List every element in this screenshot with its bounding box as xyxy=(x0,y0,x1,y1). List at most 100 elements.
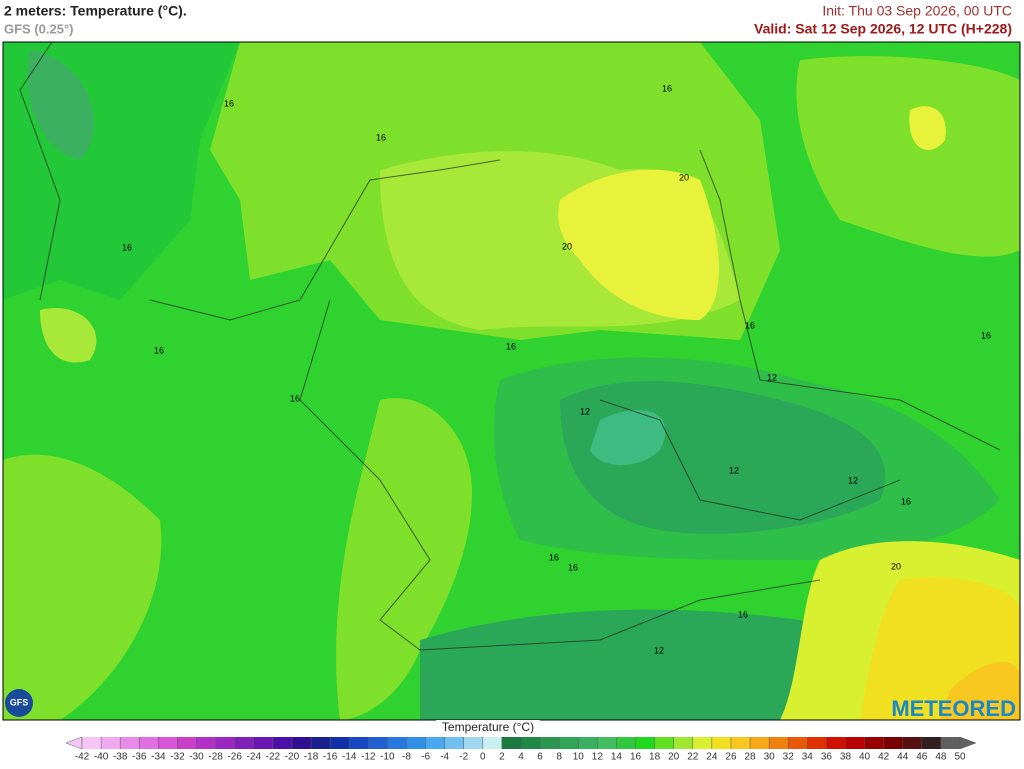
color-swatch xyxy=(234,737,254,749)
contour-label: 16 xyxy=(568,562,578,572)
color-swatch xyxy=(406,737,426,749)
color-swatch xyxy=(521,737,541,749)
color-swatch xyxy=(540,737,560,749)
tick-label: -10 xyxy=(380,752,395,763)
tick-label: -24 xyxy=(247,752,262,763)
color-swatch xyxy=(272,737,292,749)
tick-label: -20 xyxy=(285,752,300,763)
contour-label: 12 xyxy=(767,372,777,382)
tick-label: 36 xyxy=(821,752,833,763)
tick-label: 14 xyxy=(611,752,623,763)
color-swatch xyxy=(139,737,159,749)
colorbar-arrow-low xyxy=(65,736,83,750)
color-swatch xyxy=(788,737,808,749)
tick-label: -4 xyxy=(440,752,449,763)
color-swatch xyxy=(597,737,617,749)
contour-label: 12 xyxy=(580,406,590,416)
color-swatch xyxy=(616,737,636,749)
contour-label: 20 xyxy=(562,241,572,251)
color-swatch xyxy=(349,737,369,749)
init-time: Init: Thu 03 Sep 2026, 00 UTC xyxy=(822,3,1012,19)
color-swatch xyxy=(501,737,521,749)
color-swatch xyxy=(368,737,388,749)
tick-label: -42 xyxy=(75,752,90,763)
color-swatch xyxy=(826,737,846,749)
gfs-logo: GFS xyxy=(5,689,33,717)
tick-label: 24 xyxy=(706,752,718,763)
brand-logo: METEORED xyxy=(891,696,1016,721)
contour-label: 16 xyxy=(122,242,132,252)
color-swatch xyxy=(692,737,712,749)
color-swatch xyxy=(158,737,178,749)
color-swatch xyxy=(940,737,960,749)
tick-label: -16 xyxy=(323,752,338,763)
title: 2 meters: Temperature (°C). xyxy=(4,3,187,19)
gfs-badge: GFS xyxy=(10,697,29,707)
map: 16 16 16 16 20 20 16 16 16 16 12 16 12 12 12 16 16 16 20 16… xyxy=(2,41,1021,721)
tick-label: -6 xyxy=(421,752,430,763)
tick-label: 40 xyxy=(859,752,871,763)
color-swatch xyxy=(82,737,102,749)
tick-label: 50 xyxy=(954,752,966,763)
tick-label: 2 xyxy=(499,752,505,763)
color-swatch xyxy=(730,737,751,749)
contour-label: 12 xyxy=(729,465,739,475)
tick-label: 48 xyxy=(935,752,947,763)
color-swatch xyxy=(883,737,903,749)
tick-label: -22 xyxy=(266,752,281,763)
colorbar-label-bg xyxy=(436,720,540,734)
tick-label: 46 xyxy=(916,752,928,763)
tick-label: -32 xyxy=(170,752,185,763)
contour-label: 20 xyxy=(679,172,689,182)
color-swatch xyxy=(750,737,770,749)
tick-label: -26 xyxy=(227,752,242,763)
tick-label: -12 xyxy=(361,752,376,763)
tick-label: -36 xyxy=(132,752,147,763)
tick-label: -34 xyxy=(151,752,166,763)
color-swatch xyxy=(387,737,407,749)
contour-label: 12 xyxy=(848,475,858,485)
color-swatch xyxy=(845,737,865,749)
tick-label: 20 xyxy=(668,752,680,763)
tick-label: 42 xyxy=(878,752,890,763)
contour-label: 20 xyxy=(891,561,901,571)
color-swatch xyxy=(253,737,273,749)
color-swatch xyxy=(654,737,674,749)
tick-label: -14 xyxy=(342,752,357,763)
model: GFS (0.25°) xyxy=(4,21,74,36)
tick-label: -2 xyxy=(459,752,468,763)
color-swatch xyxy=(215,737,235,749)
contour-label: 16 xyxy=(549,552,559,562)
tick-label: 32 xyxy=(783,752,795,763)
color-swatch xyxy=(482,737,502,749)
tick-label: 10 xyxy=(573,752,585,763)
contour-label: 16 xyxy=(981,330,991,340)
contour-label: 16 xyxy=(154,345,164,355)
tick-label: -18 xyxy=(304,752,319,763)
contour-label: 16 xyxy=(662,83,672,93)
tick-label: 30 xyxy=(764,752,776,763)
color-swatch xyxy=(101,737,121,749)
color-swatch xyxy=(291,737,312,749)
color-swatch xyxy=(807,737,827,749)
tick-label: -28 xyxy=(208,752,223,763)
tick-label: -8 xyxy=(402,752,411,763)
color-swatch xyxy=(425,737,445,749)
tick-label: 6 xyxy=(537,752,543,763)
color-swatch xyxy=(673,737,693,749)
color-swatch xyxy=(444,737,464,749)
tick-label: -40 xyxy=(94,752,109,763)
colorbar-label: Temperature (°C) xyxy=(442,720,534,734)
contour-label: 16 xyxy=(224,98,234,108)
color-swatch xyxy=(769,737,789,749)
tick-label: 38 xyxy=(840,752,852,763)
contour-label: 16 xyxy=(290,393,300,403)
color-swatch xyxy=(864,737,884,749)
contour-label: 16 xyxy=(506,341,516,351)
tick-label: -30 xyxy=(189,752,204,763)
tick-label: 4 xyxy=(518,752,524,763)
color-swatch xyxy=(311,737,331,749)
color-swatch xyxy=(921,737,941,749)
colorbar-arrow-high xyxy=(959,736,977,750)
tick-label: 44 xyxy=(897,752,909,763)
